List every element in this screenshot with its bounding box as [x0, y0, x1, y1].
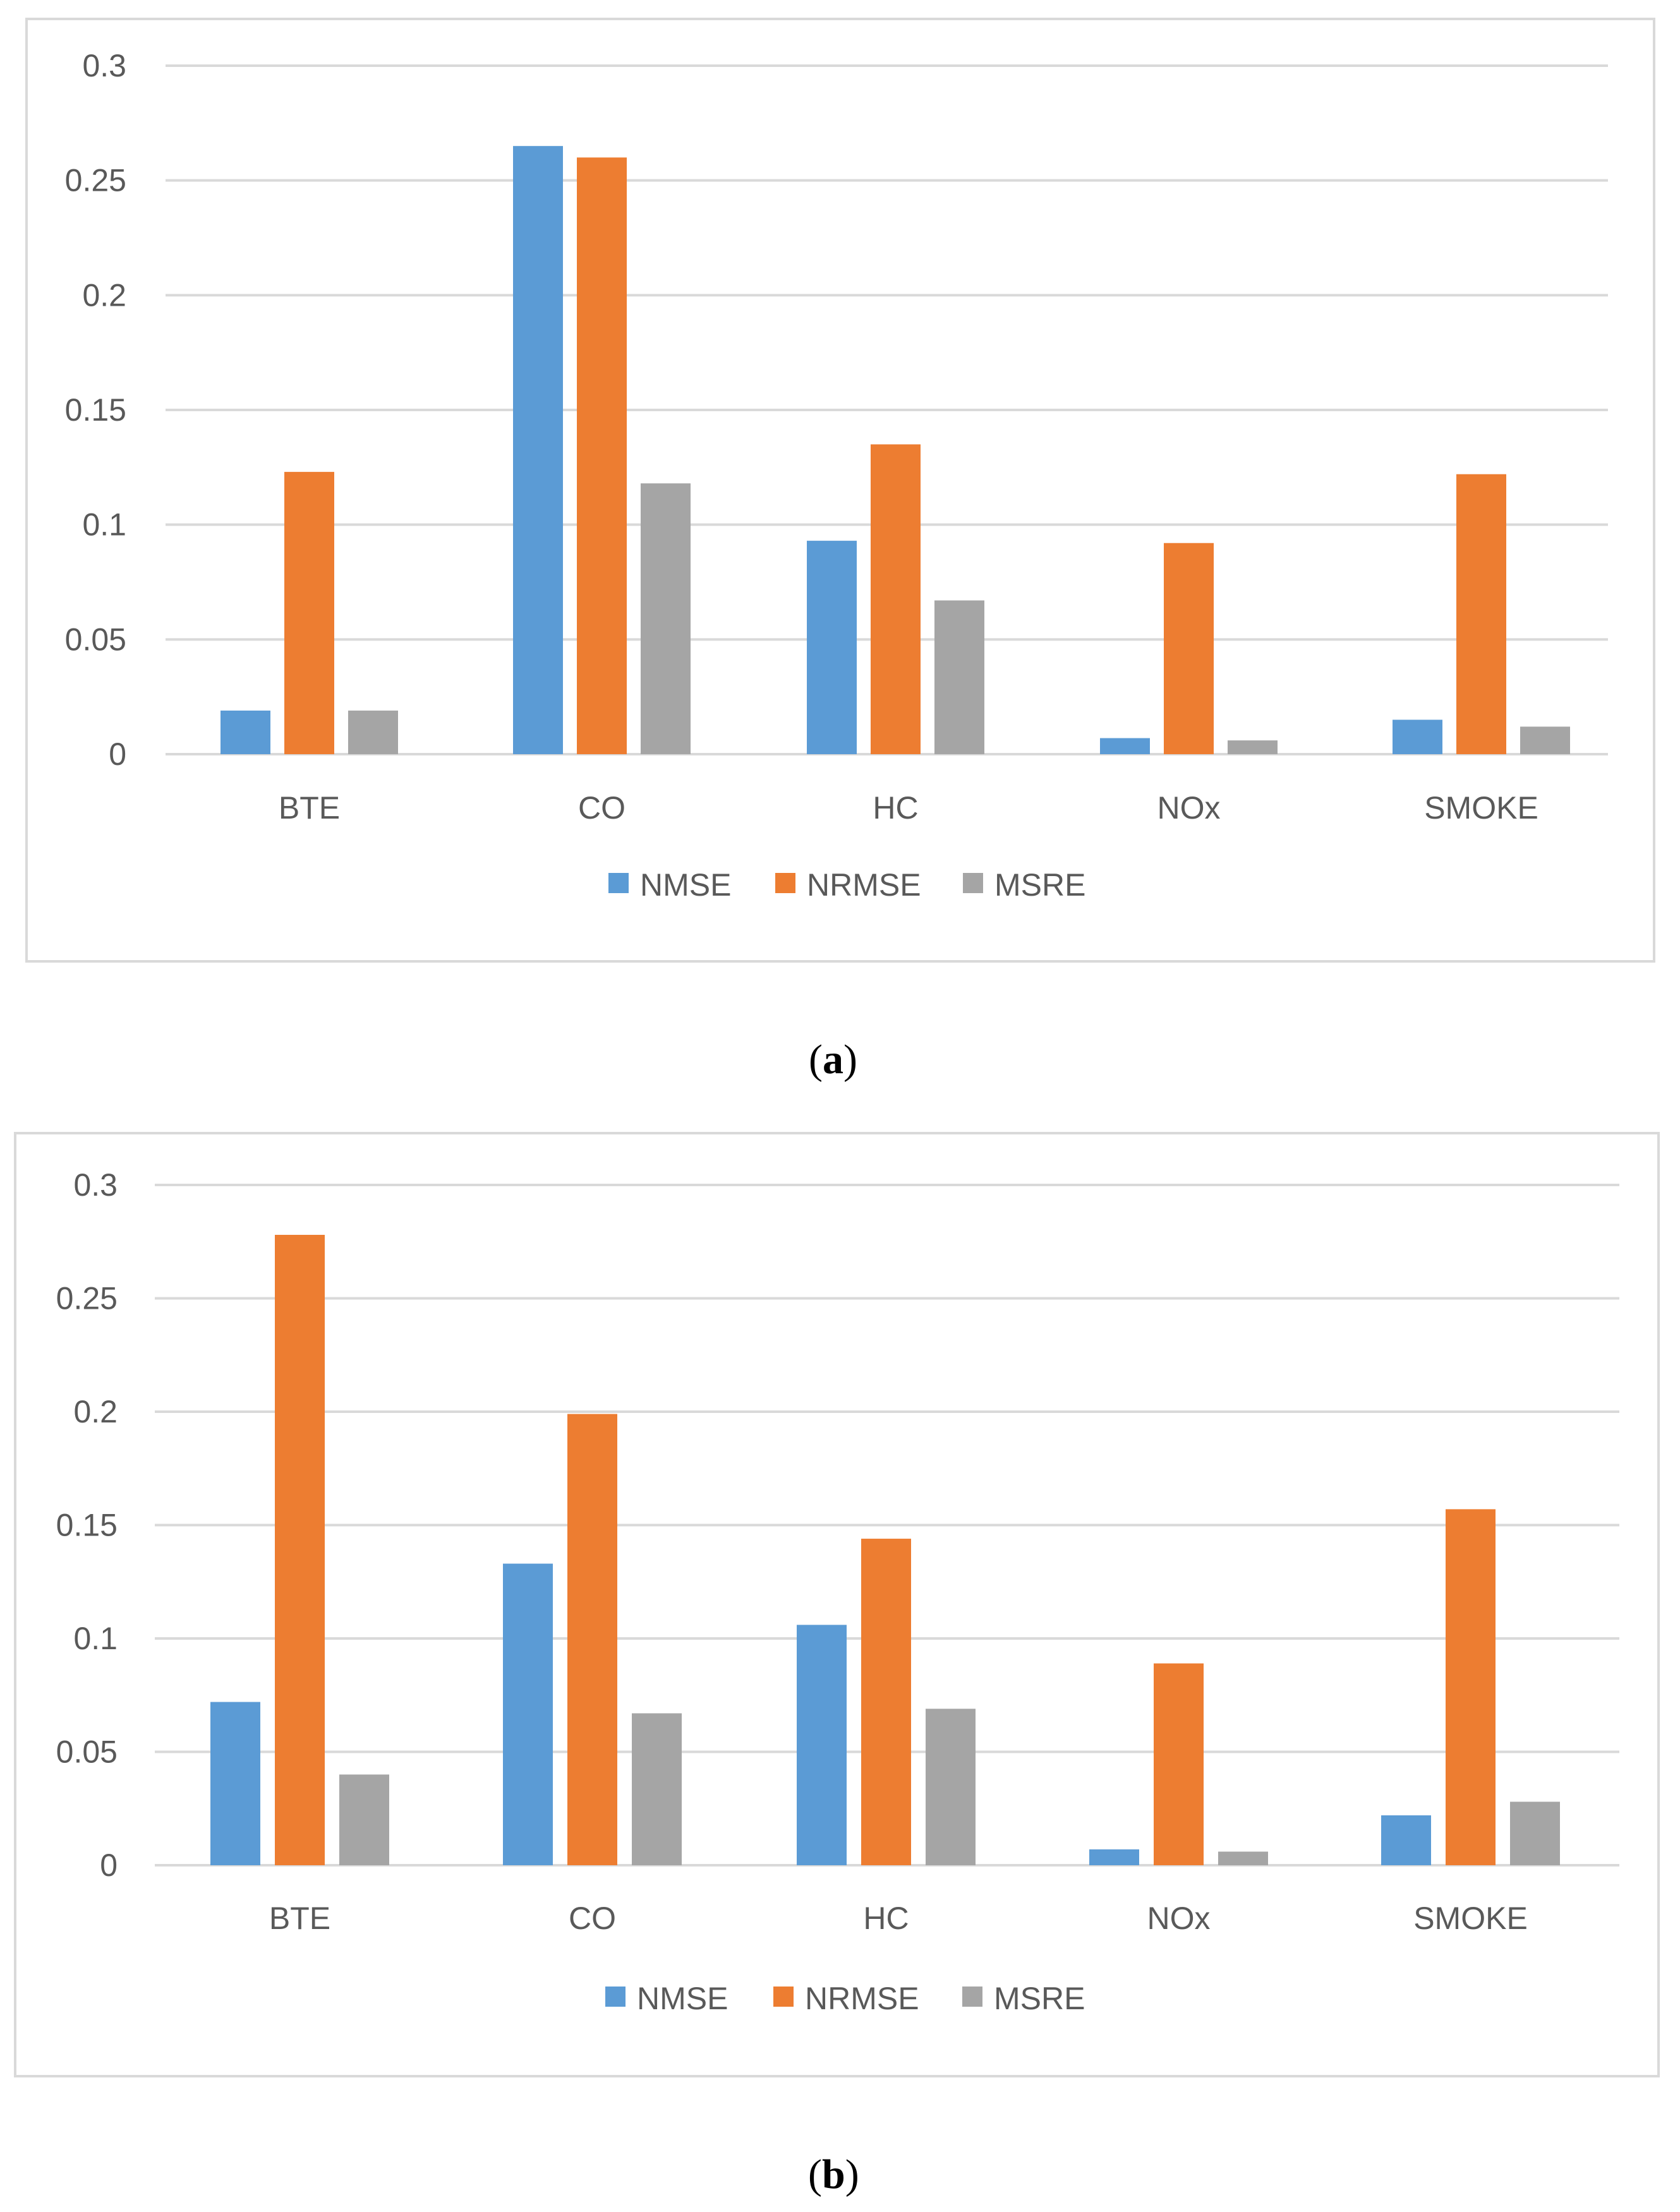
legend-swatch-nmse: [605, 1987, 625, 2007]
bar-msre-smoke: [1510, 1801, 1560, 1865]
legend-label-msre: MSRE: [994, 867, 1085, 903]
bar-nmse-co: [513, 146, 563, 754]
bar-nmse-hc: [797, 1625, 847, 1865]
bar-msre-bte: [348, 710, 398, 754]
bar-nmse-nox: [1089, 1849, 1139, 1865]
bar-msre-nox: [1218, 1851, 1268, 1865]
y-tick-label: 0.25: [65, 163, 126, 198]
bar-nrmse-nox: [1154, 1663, 1204, 1865]
bar-msre-co: [641, 483, 691, 754]
bar-msre-bte: [339, 1774, 389, 1865]
bar-msre-smoke: [1520, 726, 1570, 754]
y-tick-label: 0.3: [73, 1167, 118, 1203]
x-category-label: SMOKE: [1424, 790, 1538, 826]
legend-label-nrmse: NRMSE: [805, 1981, 919, 2016]
x-category-label: HC: [873, 790, 918, 826]
bar-nrmse-bte: [275, 1234, 325, 1865]
chart-a: 0 0.05 0.1 0.15 0.2 0.25 0.3 BTE CO HC NOx SMOKE NMS…: [65, 48, 1608, 903]
bar-nrmse-co: [577, 157, 627, 755]
y-tick-label: 0.3: [82, 48, 126, 83]
caption-letter: a: [822, 1037, 843, 1083]
bar-nrmse-smoke: [1456, 474, 1506, 754]
x-category-label: CO: [569, 1901, 616, 1936]
y-tick-label: 0.15: [56, 1508, 118, 1543]
legend-label-nrmse: NRMSE: [807, 867, 921, 903]
bar-nrmse-smoke: [1446, 1509, 1496, 1865]
bar-nmse-nox: [1100, 738, 1150, 754]
bar-nrmse-nox: [1164, 543, 1214, 754]
y-tick-label: 0.1: [82, 507, 126, 543]
y-tick-label: 0.05: [56, 1734, 118, 1770]
bar-nmse-smoke: [1393, 719, 1442, 754]
y-tick-label: 0.2: [73, 1394, 118, 1429]
x-category-label: SMOKE: [1413, 1901, 1528, 1936]
bar-msre-nox: [1228, 740, 1278, 754]
legend-swatch-nrmse: [773, 1987, 794, 2007]
chart-b-caption: (b): [808, 2151, 859, 2197]
legend-swatch-nrmse: [775, 873, 795, 893]
bar-nmse-co: [503, 1563, 553, 1865]
x-category-label: BTE: [269, 1901, 330, 1936]
x-category-label: CO: [578, 790, 625, 826]
y-tick-label: 0: [100, 1848, 118, 1883]
caption-letter: b: [821, 2151, 845, 2197]
chart-a-caption: (a): [809, 1037, 857, 1083]
bar-msre-hc: [934, 600, 984, 754]
bar-nmse-smoke: [1381, 1815, 1431, 1865]
y-tick-label: 0.15: [65, 392, 126, 428]
legend-swatch-msre: [963, 873, 983, 893]
bar-nmse-bte: [210, 1702, 260, 1865]
legend-label-nmse: NMSE: [637, 1981, 728, 2016]
legend-label-nmse: NMSE: [640, 867, 731, 903]
y-tick-label: 0: [109, 736, 126, 772]
bar-nrmse-hc: [871, 444, 921, 754]
x-category-label: NOx: [1157, 790, 1221, 826]
y-tick-label: 0.25: [56, 1281, 118, 1316]
bar-msre-hc: [926, 1709, 976, 1865]
bar-nmse-hc: [807, 541, 857, 754]
bar-nmse-bte: [221, 710, 270, 754]
x-category-label: BTE: [279, 790, 340, 826]
bar-nrmse-co: [567, 1414, 617, 1865]
bar-nrmse-bte: [284, 472, 334, 754]
x-category-label: NOx: [1147, 1901, 1211, 1936]
x-category-label: HC: [863, 1901, 909, 1936]
bar-nrmse-hc: [861, 1539, 911, 1865]
y-tick-label: 0.2: [82, 277, 126, 313]
y-tick-label: 0.1: [73, 1621, 118, 1656]
y-tick-label: 0.05: [65, 622, 126, 657]
legend-swatch-msre: [962, 1987, 982, 2007]
bar-msre-co: [632, 1713, 682, 1865]
legend-swatch-nmse: [608, 873, 629, 893]
legend-label-msre: MSRE: [994, 1981, 1085, 2016]
